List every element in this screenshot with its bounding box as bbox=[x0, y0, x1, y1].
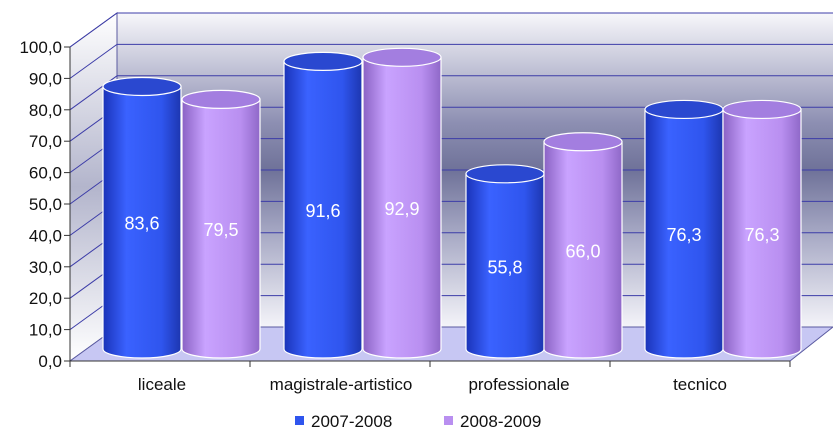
data-label: 76,3 bbox=[666, 225, 701, 245]
y-tick-label: 50,0 bbox=[29, 195, 62, 214]
legend-item: 2007-2008 bbox=[295, 412, 392, 431]
bar: 92,9 bbox=[362, 47, 442, 359]
bar-top bbox=[644, 99, 724, 120]
legend-label: 2007-2008 bbox=[311, 412, 392, 431]
bar: 76,3 bbox=[644, 99, 724, 359]
legend-label: 2008-2009 bbox=[460, 412, 541, 431]
legend-swatch bbox=[295, 416, 304, 425]
data-label: 79,5 bbox=[203, 220, 238, 240]
y-tick-label: 80,0 bbox=[29, 101, 62, 120]
bar-top bbox=[283, 51, 363, 71]
y-tick-label: 60,0 bbox=[29, 164, 62, 183]
bar-body bbox=[102, 85, 182, 359]
y-tick-label: 10,0 bbox=[29, 321, 62, 340]
legend-swatch bbox=[444, 416, 453, 425]
bar-body bbox=[362, 56, 442, 359]
gridline-side bbox=[69, 12, 118, 48]
bar-top bbox=[543, 132, 623, 152]
bar-top bbox=[181, 89, 261, 109]
y-tick-label: 90,0 bbox=[29, 69, 62, 88]
bar: 66,0 bbox=[543, 132, 623, 359]
data-label: 66,0 bbox=[565, 241, 600, 261]
y-tick-label: 0,0 bbox=[38, 352, 62, 371]
x-tick-labels: liceale magistrale-artistico professionale… bbox=[69, 361, 791, 394]
data-label: 55,8 bbox=[487, 257, 522, 277]
y-tick-label: 40,0 bbox=[29, 226, 62, 245]
bar-body bbox=[465, 173, 545, 359]
x-tick-label: tecnico bbox=[673, 375, 727, 394]
bar: 83,6 bbox=[102, 76, 182, 359]
bar-body bbox=[543, 141, 623, 359]
bar-top bbox=[362, 47, 442, 67]
x-tick-label: professionale bbox=[468, 375, 569, 394]
y-tick-label: 70,0 bbox=[29, 132, 62, 151]
x-tick-label: liceale bbox=[138, 375, 186, 394]
bar-top bbox=[102, 76, 182, 97]
bar-top bbox=[465, 164, 545, 184]
data-label: 83,6 bbox=[124, 214, 159, 234]
gridline-side bbox=[69, 43, 118, 79]
data-label: 76,3 bbox=[744, 225, 779, 245]
legend: 2007-2008 2008-2009 bbox=[295, 412, 541, 431]
y-tick-label: 30,0 bbox=[29, 258, 62, 277]
legend-item: 2008-2009 bbox=[444, 412, 541, 431]
bar: 79,5 bbox=[181, 89, 261, 359]
bar-body bbox=[644, 108, 724, 359]
bar-body bbox=[722, 108, 802, 359]
bar: 91,6 bbox=[283, 51, 363, 359]
bars: 83,6 79,5 91,6 92,9 55,8 66,0 76,3 76,3 bbox=[102, 47, 802, 359]
data-label: 92,9 bbox=[384, 199, 419, 219]
bar-body bbox=[181, 98, 261, 359]
data-label: 91,6 bbox=[305, 201, 340, 221]
bar: 55,8 bbox=[465, 164, 545, 359]
bar: 76,3 bbox=[722, 99, 802, 359]
y-tick-labels: 0,0 10,0 20,0 30,0 40,0 50,0 60,0 70,0 80,0 90,0 1… bbox=[19, 38, 70, 371]
bar-body bbox=[283, 60, 363, 359]
y-tick-label: 20,0 bbox=[29, 289, 62, 308]
bar-top bbox=[722, 99, 802, 120]
y-tick-label: 100,0 bbox=[19, 38, 62, 57]
x-tick-label: magistrale-artistico bbox=[270, 375, 413, 394]
